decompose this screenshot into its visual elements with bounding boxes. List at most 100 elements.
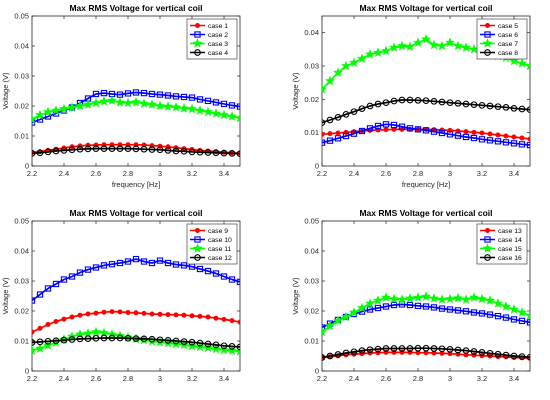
- data-point: [164, 337, 172, 344]
- data-point: [526, 141, 530, 149]
- data-point: [510, 352, 518, 360]
- data-point: [398, 96, 406, 104]
- data-point: [366, 306, 374, 313]
- data-point: [236, 103, 240, 110]
- data-point: [210, 108, 222, 118]
- data-point: [148, 259, 156, 267]
- legend-label: case 11: [208, 246, 232, 253]
- data-point: [511, 134, 517, 140]
- data-point: [382, 121, 390, 128]
- data-point: [156, 91, 164, 98]
- data-point: [452, 40, 464, 51]
- data-point: [486, 349, 494, 357]
- data-point: [486, 102, 494, 110]
- data-point: [226, 345, 238, 355]
- data-point: [84, 335, 92, 342]
- data-point: [109, 309, 115, 315]
- data-point: [396, 294, 408, 304]
- x-tick-label: 2.4: [349, 374, 359, 383]
- data-point: [196, 96, 204, 103]
- legend-label: case 5: [498, 23, 518, 30]
- data-point: [527, 136, 530, 142]
- data-point: [180, 147, 188, 155]
- x-tick-label: 2.4: [59, 169, 69, 178]
- data-point: [388, 293, 400, 304]
- data-point: [454, 132, 462, 139]
- data-point: [420, 33, 432, 44]
- data-point: [76, 269, 84, 276]
- legend-swatch-marker: [482, 38, 493, 48]
- data-point: [122, 332, 134, 342]
- data-point: [98, 96, 110, 106]
- data-layer: [322, 33, 530, 149]
- data-point: [390, 345, 398, 352]
- data-point: [101, 309, 107, 315]
- data-point: [322, 324, 326, 331]
- data-point: [68, 146, 76, 154]
- data-point: [234, 112, 240, 123]
- data-point: [196, 148, 204, 156]
- data-point: [444, 37, 456, 48]
- data-point: [154, 100, 166, 111]
- data-point: [390, 301, 398, 309]
- data-point: [68, 273, 76, 280]
- data-point: [322, 326, 328, 337]
- data-point: [218, 109, 230, 120]
- data-point: [37, 325, 43, 331]
- data-point: [228, 150, 236, 157]
- data-point: [173, 312, 179, 318]
- y-tick-label: 0.04: [304, 247, 319, 256]
- chart-panel-2: 2.2 2.4 2.6 2.8 3 3.2 3.4 0 0.01 0.02 0.03 0.04 Max …: [291, 3, 531, 189]
- data-point: [85, 311, 91, 317]
- data-point: [452, 292, 464, 303]
- data-point: [500, 301, 512, 311]
- legend-swatch-marker: [194, 49, 201, 56]
- y-tick-label: 0.02: [304, 95, 319, 104]
- data-point: [479, 130, 485, 136]
- data-point: [108, 261, 116, 268]
- data-point: [428, 39, 440, 50]
- data-point: [180, 93, 188, 101]
- data-point: [52, 280, 60, 288]
- data-point: [124, 258, 132, 265]
- data-point: [494, 350, 502, 358]
- data-point: [342, 110, 350, 118]
- data-point: [340, 60, 352, 71]
- data-point: [36, 149, 44, 157]
- data-point: [508, 55, 520, 66]
- data-point: [32, 114, 38, 124]
- data-point: [436, 40, 448, 51]
- legend-swatch-marker: [484, 31, 491, 38]
- data-point: [141, 310, 147, 316]
- data-point: [342, 132, 350, 140]
- y-axis-label: Voltage (V): [291, 277, 300, 315]
- legend-label: case 16: [498, 255, 522, 262]
- data-point: [334, 135, 342, 142]
- data-point: [454, 307, 462, 314]
- data-point: [34, 109, 46, 120]
- x-tick-label: 2.8: [123, 374, 133, 383]
- data-point: [526, 319, 530, 326]
- x-tick-label: 2.4: [59, 374, 69, 383]
- data-point: [140, 258, 148, 265]
- data-point: [348, 57, 360, 68]
- data-point: [157, 311, 163, 317]
- y-tick-label: 0: [315, 162, 319, 171]
- data-point: [468, 292, 480, 302]
- data-point: [53, 318, 59, 324]
- legend-label: case 9: [208, 228, 228, 235]
- data-point: [460, 42, 472, 53]
- data-point: [422, 303, 430, 310]
- chart-title: Max RMS Voltage for vertical coil: [359, 208, 492, 218]
- chart-title: Max RMS Voltage for vertical coil: [359, 3, 492, 13]
- x-tick-label: 2.2: [317, 169, 327, 178]
- data-point: [149, 311, 155, 317]
- data-point: [326, 352, 334, 360]
- data-point: [470, 309, 478, 316]
- data-point: [414, 126, 422, 133]
- data-point: [519, 135, 525, 141]
- data-point: [340, 311, 352, 322]
- data-point: [92, 90, 100, 98]
- legend-label: case 3: [208, 41, 228, 48]
